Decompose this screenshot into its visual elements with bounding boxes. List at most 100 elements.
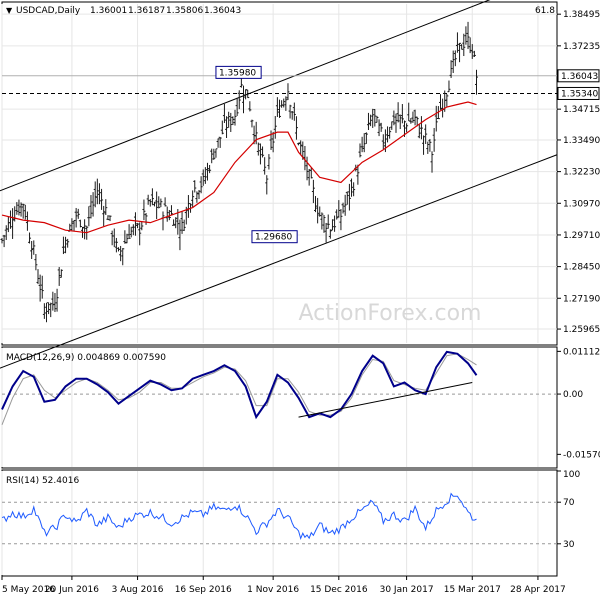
x-tick-label: 16 Sep 2016 [175,585,232,595]
ohlc-bar [284,96,288,111]
ohlc-bar [61,236,65,255]
rsi-panel-frame [1,469,558,577]
ohlc-bar [475,69,479,95]
ohlc-bar [38,274,42,302]
last-price-tag: 1.36043 [557,69,600,83]
ohlc-bar [100,188,104,210]
x-tick-label: 1 Nov 2016 [247,585,299,595]
ohlc-bar [72,219,76,232]
ohlc-bar [426,141,430,154]
macd-y-tick-label: 0.00 [563,390,583,400]
ohlc-bar [271,131,275,153]
ohlc-bar [57,267,61,286]
ohlc-bar [350,178,354,197]
ohlc-bar [23,204,27,220]
ohlc-bar [258,143,262,165]
ohlc-bar [121,248,125,266]
ohlc-bar [241,85,245,114]
ohlc-bar [345,191,349,205]
dropdown-triangle-icon[interactable]: ▼ [6,6,13,15]
ohlc-bar [140,221,144,231]
ohlc-open: 1.36001 [90,6,127,16]
price-y-tick-label: 1.27190 [563,294,600,304]
ohlc-bar [438,94,442,110]
gridlines [1,4,557,575]
ohlc-bar [44,302,48,323]
symbol-label: USDCAD,Daily [16,6,81,16]
ohlc-bar [453,50,457,67]
ohlc-bar [273,116,277,139]
x-tick-label: 5 May 2016 [2,585,55,595]
ohlc-bar [419,116,423,140]
svg-text:1.35340: 1.35340 [561,89,598,99]
macd-y-tick-label: 0.011125 [563,347,600,357]
ohlc-bar [15,202,19,215]
ohlc-bar [278,99,281,118]
ohlc-bar [379,122,383,132]
fib-label: 61.8 [535,6,555,16]
ohlc-bar [256,142,260,156]
ohlc-bar [42,303,46,319]
ohlc-bar [214,148,218,158]
ohlc-bar [68,223,72,232]
ohlc-bar [91,192,95,217]
ohlc-bar [328,229,332,239]
ohlc-bar [369,114,373,127]
price-y-tick-label: 1.29710 [563,231,600,241]
ohlc-bar [208,164,212,174]
ohlc-bar [218,136,222,148]
price-panel-frame [1,1,558,346]
ohlc-bar [172,219,176,226]
ohlc-bar [347,183,351,211]
ohlc-bar [163,197,167,207]
ohlc-bar [432,128,436,152]
rsi-y-tick-label: 30 [563,540,575,550]
ohlc-bar [337,200,341,218]
ohlc-bar [138,222,142,246]
ohlc-bar [233,109,237,126]
ohlc-bar [394,113,398,133]
ohlc-bar [125,233,129,244]
svg-text:1.35980: 1.35980 [219,68,256,78]
ohlc-bar [108,215,112,222]
ohlc-bar [335,209,339,220]
x-tick-label: 30 Jan 2017 [380,585,434,595]
ohlc-bar [405,123,409,133]
ohlc-bar [455,32,459,53]
ohlc-bar [250,119,254,128]
swing-high-label: 1.35980 [215,65,262,79]
ohlc-bar [210,148,214,164]
price-y-tick-label: 1.38495 [563,10,600,20]
ohlc-bar [66,238,70,248]
x-tick-label: 28 Apr 2017 [510,585,566,595]
ohlc-bar [299,140,303,156]
ohlc-bar [352,182,356,197]
channel-lower-line [0,154,558,369]
ohlc-bar [237,90,241,110]
channel-upper-line [0,0,491,192]
macd-signal-line [1,353,477,425]
ohlc-bar [269,130,273,150]
price-y-tick-label: 1.25965 [563,325,600,335]
ohlc-bar [248,101,252,112]
ohlc-bar [430,151,434,173]
ohlc-bar [136,223,140,229]
ohlc-bar [112,228,116,248]
ohlc-bar [201,169,205,186]
ohlc-bar [390,121,394,130]
macd-title: MACD(12,26,9) 0.004869 0.007590 [6,353,166,363]
ohlc-bar [265,175,269,195]
ohlc-bar [167,209,171,221]
ohlc-bar [144,213,148,225]
ohlc-bar [11,208,15,239]
ohlc-bar [114,237,118,253]
macd-y-tick-label: -0.015703 [563,450,600,460]
svg-text:1.29680: 1.29680 [255,233,292,243]
ohlc-bar [362,133,366,153]
swing-low-label: 1.29680 [251,230,298,244]
x-tick-label: 20 Jun 2016 [45,585,99,595]
ohlc-bar [36,269,40,285]
ohlc-bar [89,195,93,219]
ohlc-bar [104,199,108,216]
ohlc-bar [212,148,216,160]
